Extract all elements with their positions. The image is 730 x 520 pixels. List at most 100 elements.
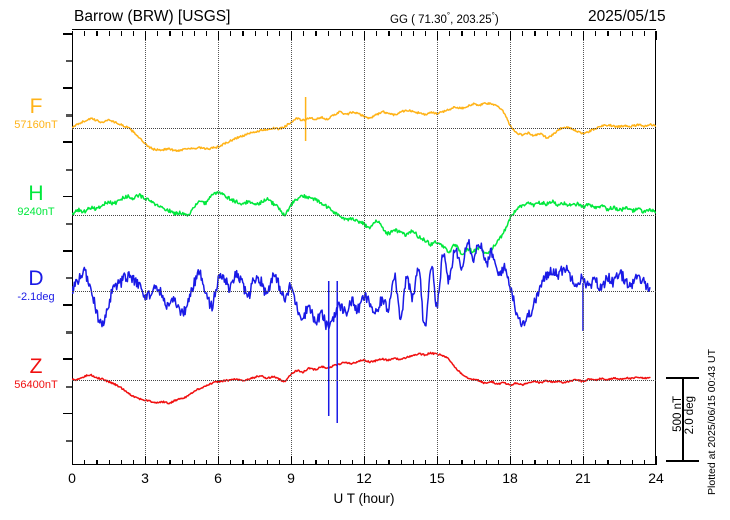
x-tick-bottom	[181, 460, 183, 465]
x-tick-bottom	[522, 460, 524, 465]
component-baseline-value-H: 9240nT	[17, 206, 55, 218]
x-tick-top	[534, 31, 536, 36]
y-tick	[66, 385, 72, 388]
y-tick	[66, 331, 72, 334]
x-tick-label-21: 21	[575, 470, 591, 486]
scale-bar-nt-label: 500 nT	[672, 396, 684, 432]
x-tick-bottom	[534, 460, 536, 465]
x-tick-bottom	[510, 456, 512, 465]
scale-bar	[682, 377, 684, 461]
x-tick-top	[169, 31, 171, 36]
x-tick-top	[412, 31, 414, 36]
component-label-H: H 9240nT	[4, 183, 68, 219]
x-tick-top	[607, 31, 609, 36]
y-tick	[63, 249, 72, 252]
y-tick	[66, 277, 72, 280]
x-tick-top	[595, 31, 597, 36]
x-tick-bottom	[303, 460, 305, 465]
x-tick-bottom	[485, 460, 487, 465]
x-tick-top	[351, 31, 354, 36]
x-tick-bottom	[218, 456, 220, 465]
y-tick	[66, 168, 72, 171]
x-tick-top	[570, 31, 573, 36]
x-tick-bottom	[424, 460, 427, 465]
x-tick-bottom	[595, 460, 597, 465]
y-tick	[63, 87, 72, 89]
component-label-F: F 57160nT	[4, 96, 68, 132]
x-tick-bottom	[607, 460, 609, 465]
vertical-gridline-12	[364, 31, 365, 465]
x-tick-top	[193, 31, 195, 36]
right-axis-line	[655, 31, 657, 465]
x-tick-bottom	[412, 460, 414, 465]
x-tick-bottom	[364, 456, 366, 465]
vertical-gridline-21	[583, 31, 584, 465]
x-tick-top	[291, 31, 293, 40]
x-tick-top	[522, 31, 524, 36]
x-tick-bottom	[558, 460, 560, 465]
x-tick-bottom	[145, 456, 147, 465]
x-tick-bottom	[631, 460, 633, 465]
component-label-D: D -2.1deg	[4, 268, 68, 304]
x-tick-top	[278, 31, 281, 36]
x-tick-label-3: 3	[141, 470, 149, 486]
x-tick-top	[205, 31, 208, 36]
x-tick-bottom	[497, 460, 500, 465]
plot-area	[63, 31, 658, 465]
x-tick-label-18: 18	[502, 470, 518, 486]
component-symbol-Z: Z	[29, 355, 43, 378]
x-axis-title: U T (hour)	[333, 491, 395, 506]
x-tick-top	[400, 31, 402, 36]
y-tick	[63, 304, 72, 306]
baseline-F	[72, 128, 656, 129]
x-tick-top	[546, 31, 548, 36]
vertical-gridline-3	[145, 31, 146, 465]
x-tick-bottom	[473, 460, 475, 465]
x-tick-bottom	[400, 460, 402, 465]
x-tick-top	[132, 31, 135, 36]
component-baseline-value-F: 57160nT	[14, 119, 58, 131]
x-tick-label-6: 6	[214, 470, 222, 486]
x-tick-bottom	[656, 456, 658, 465]
x-tick-bottom	[461, 460, 463, 465]
x-tick-top	[656, 31, 658, 40]
x-tick-bottom	[193, 460, 195, 465]
x-tick-top	[437, 31, 439, 40]
y-tick	[63, 412, 72, 415]
x-tick-top	[230, 31, 232, 36]
geo-mid: , 203.25	[450, 13, 492, 26]
x-tick-bottom	[278, 460, 281, 465]
trace-Z	[72, 351, 651, 405]
y-tick	[66, 439, 72, 442]
component-baseline-value-Z: 56400nT	[14, 379, 58, 391]
y-tick	[66, 60, 72, 63]
x-tick-top	[315, 31, 317, 36]
y-tick	[63, 141, 72, 144]
degree-symbol-lat: °	[446, 11, 451, 20]
y-tick	[63, 195, 72, 198]
x-tick-bottom	[254, 460, 256, 465]
x-tick-bottom	[388, 460, 390, 465]
x-tick-top	[72, 31, 74, 40]
x-tick-bottom	[376, 460, 378, 465]
x-tick-label-24: 24	[648, 470, 664, 486]
observation-date: 2025/05/15	[588, 8, 666, 25]
x-tick-top	[643, 31, 646, 36]
x-tick-bottom	[169, 460, 171, 465]
baseline-H	[72, 215, 656, 216]
x-tick-top	[473, 31, 475, 36]
x-tick-bottom	[291, 456, 293, 465]
x-tick-top	[157, 31, 159, 36]
baseline-Z	[72, 380, 656, 381]
component-label-Z: Z 56400nT	[4, 356, 68, 392]
x-tick-top	[145, 31, 147, 40]
y-tick	[63, 358, 72, 361]
y-tick	[66, 114, 72, 117]
x-tick-bottom	[449, 460, 451, 465]
plotted-at-timestamp: Plotted at 2025/06/15 00:43 UT	[706, 349, 718, 495]
x-tick-bottom	[266, 460, 268, 465]
y-tick	[66, 222, 72, 226]
x-tick-top	[619, 31, 621, 36]
x-tick-top	[181, 31, 183, 36]
